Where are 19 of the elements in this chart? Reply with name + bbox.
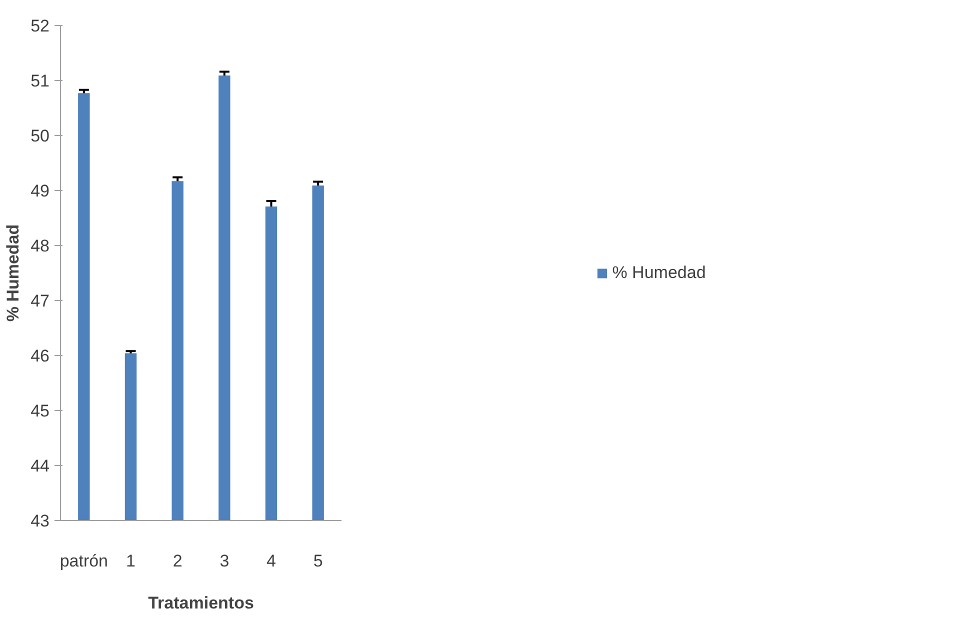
y-tick-label: 52 [30, 16, 50, 36]
x-tick-label: 1 [126, 552, 136, 570]
x-tick-label: 2 [172, 552, 182, 570]
y-tick-label: 43 [30, 512, 50, 530]
y-tick-label: 45 [30, 402, 50, 420]
x-tick-label: 4 [266, 552, 276, 570]
y-tick-label: 44 [30, 456, 50, 476]
y-axis-title: % Humedad [4, 224, 23, 322]
y-tick-label: 51 [30, 72, 50, 90]
x-tick-label: patrón [60, 552, 108, 570]
y-tick-label: 48 [30, 236, 50, 256]
y-tick-label: 46 [30, 346, 50, 366]
legend-label: % Humedad [612, 262, 706, 282]
y-tick-label: 49 [30, 182, 50, 200]
y-tick-label: 50 [30, 126, 50, 146]
x-tick-label: 5 [313, 552, 323, 570]
x-axis-title: Tratamientos [148, 594, 254, 612]
x-tick-label: 3 [220, 552, 230, 570]
y-tick-label: 47 [30, 292, 50, 310]
